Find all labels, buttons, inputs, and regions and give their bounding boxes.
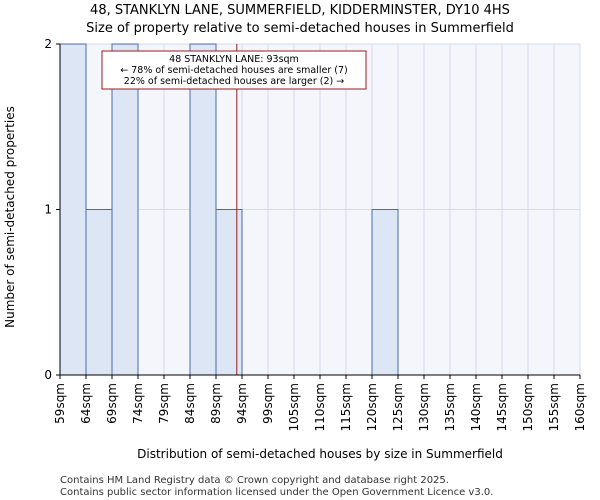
x-tick-label: 120sqm	[365, 383, 379, 431]
y-tick-label: 1	[44, 203, 52, 217]
histogram-bar	[371, 209, 399, 376]
annotation-box: 48 STANKLYN LANE: 93sqm ← 78% of semi-de…	[101, 50, 367, 90]
y-axis-label: Number of semi-detached properties	[3, 106, 17, 328]
x-tick-label: 64sqm	[79, 383, 93, 424]
x-tick-label: 99sqm	[261, 383, 275, 424]
x-axis-label: Distribution of semi-detached houses by …	[137, 447, 503, 461]
x-tick-label: 135sqm	[443, 383, 457, 431]
footer-line-2: Contains public sector information licen…	[60, 487, 493, 498]
x-tick-label: 140sqm	[469, 383, 483, 431]
x-tick-label: 145sqm	[495, 383, 509, 431]
x-tick-label: 79sqm	[157, 383, 171, 424]
x-tick-label: 150sqm	[521, 383, 535, 431]
x-tick-label: 59sqm	[53, 383, 67, 424]
histogram-bar	[85, 209, 113, 376]
x-tick-labels: 59sqm 64sqm 69sqm 74sqm 79sqm 84sqm 89sqm 94sqm…	[53, 375, 587, 431]
histogram-bar	[59, 43, 87, 376]
x-tick-label: 160sqm	[573, 383, 587, 431]
x-tick-label: 125sqm	[391, 383, 405, 431]
footer-line-1: Contains HM Land Registry data © Crown c…	[60, 475, 449, 486]
x-tick-label: 89sqm	[209, 383, 223, 424]
chart-title: 48, STANKLYN LANE, SUMMERFIELD, KIDDERMI…	[90, 3, 510, 18]
x-tick-label: 69sqm	[105, 383, 119, 424]
annotation-line-1: 48 STANKLYN LANE: 93sqm	[169, 54, 299, 65]
x-tick-label: 130sqm	[417, 383, 431, 431]
y-tick-label: 0	[44, 368, 52, 382]
histogram-bar	[215, 209, 243, 376]
annotation-line-3: 22% of semi-detached houses are larger (…	[124, 76, 344, 87]
x-tick-label: 74sqm	[131, 383, 145, 424]
x-tick-label: 84sqm	[183, 383, 197, 424]
annotation-line-2: ← 78% of semi-detached houses are smalle…	[120, 65, 348, 76]
histogram-bar	[189, 43, 217, 376]
chart-subtitle: Size of property relative to semi-detach…	[86, 21, 514, 36]
y-tick-labels: 0 1 2	[44, 37, 60, 382]
x-tick-label: 105sqm	[287, 383, 301, 431]
x-tick-label: 94sqm	[235, 383, 249, 424]
x-tick-label: 155sqm	[547, 383, 561, 431]
bars	[59, 43, 399, 376]
x-tick-label: 115sqm	[339, 383, 353, 431]
y-tick-label: 2	[44, 37, 52, 51]
x-tick-label: 110sqm	[313, 383, 327, 431]
histogram-bar	[111, 43, 139, 376]
